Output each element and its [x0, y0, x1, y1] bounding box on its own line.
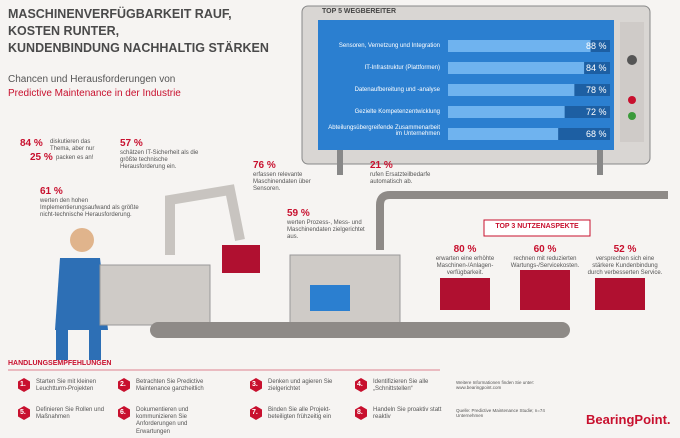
stat-text: schätzen IT-Sicherheit als die größte te… [120, 150, 199, 171]
bar-label: Gezielte Kompetenzentwicklung [354, 109, 440, 115]
benefit-value: 60 % [533, 244, 557, 255]
knob [627, 55, 637, 65]
info: Weitere Informationen finden Sie unter: … [456, 380, 535, 391]
top5-title: TOP 5 WEGBEREITER [322, 8, 397, 15]
rec-text: Definieren Sie Rollen und Maßnahmen [36, 407, 105, 421]
benefit-text: versprechen sich eine stärkere Kundenbin… [585, 256, 665, 278]
stat-text: rufen Ersatzteilbedarfe automatisch ab. [370, 172, 431, 186]
rec-number: 2. [120, 381, 126, 388]
display [310, 285, 350, 311]
benefit-value: 52 % [613, 244, 637, 255]
stat-text: erfassen relevante Maschinendaten über S… [253, 172, 311, 193]
rec-number: 5. [20, 409, 26, 416]
rec-text: Identifizieren Sie alle „Schnittstellen“ [373, 379, 429, 393]
rec-number: 1. [20, 381, 26, 388]
title: MASCHINENVERFÜGBARKEIT RAUF, [8, 7, 232, 21]
panel [620, 22, 644, 142]
title: KUNDENBINDUNG NACHHALTIG STÄRKEN [8, 41, 269, 55]
stat-value: 57 % [120, 138, 143, 149]
rec-number: 3. [252, 381, 258, 388]
bar-label: Abteilungsübergreifende Zusammenarbeit i… [328, 125, 440, 137]
badge [18, 406, 30, 420]
cable [337, 150, 603, 175]
knob [628, 96, 636, 104]
stat-value: 76 % [253, 160, 276, 171]
bar [448, 106, 565, 118]
subtitle-highlight: Predictive Maintenance in der Industrie [8, 88, 181, 99]
badge [118, 406, 130, 420]
badge [250, 378, 262, 392]
rec-text: Starten Sie mit kleinen Leuchtturm-Proje… [36, 379, 97, 393]
body [55, 258, 108, 330]
rec-text: Betrachten Sie Predictive Maintenance ga… [136, 379, 204, 393]
stat-text: packen es an! [56, 155, 94, 161]
rec-number: 8. [357, 409, 363, 416]
stat-value: 61 % [40, 186, 63, 197]
robot-arm [165, 184, 245, 255]
machine [99, 264, 211, 326]
bar-group [448, 40, 610, 140]
rec-number: 6. [120, 409, 126, 416]
badge [355, 406, 367, 420]
benefit-text: erwarten eine erhöhte Maschinen-/Anlagen… [425, 256, 505, 278]
badge-group [18, 378, 367, 420]
rec-title: HANDLUNGSEMPFEHLUNGEN [8, 360, 112, 367]
top3-title: TOP 3 NUTZENASPEKTE [495, 223, 579, 230]
badge [250, 406, 262, 420]
knob [628, 112, 636, 120]
badge [118, 378, 130, 392]
badge [355, 378, 367, 392]
stat-text: diskutieren das Thema, aber nur [50, 139, 95, 153]
bar-value: 72 % [586, 107, 607, 117]
bar-value: 88 % [586, 41, 607, 51]
rec-text: Denken und agieren Sie zielgerichtet [268, 379, 333, 393]
stat-value: 84 % [20, 138, 43, 149]
stat-value: 59 % [287, 208, 310, 219]
stat-value: 25 % [30, 152, 53, 163]
badge [18, 378, 30, 392]
bar [448, 128, 559, 140]
stat-value: 21 % [370, 160, 393, 171]
bar [448, 62, 585, 74]
logo: BearingPoint. [586, 412, 671, 427]
bar [448, 84, 575, 96]
conveyor [150, 322, 570, 338]
bar [448, 40, 591, 52]
bar-label: Datenaufbereitung und -analyse [354, 87, 440, 93]
stat-text: werten Prozess-, Mess- und Maschinendate… [287, 220, 365, 241]
rec-number: 4. [357, 381, 363, 388]
subtitle: Chancen und Herausforderungen von [8, 74, 176, 85]
bar-value: 68 % [586, 129, 607, 139]
title: KOSTEN RUNTER, [8, 24, 120, 38]
rec-text: Binden Sie alle Projekt-beteiligten früh… [268, 407, 332, 421]
bar-label: Sensoren, Vernetzung und Integration [338, 43, 440, 49]
benefit-text: rechnen mit reduzierten Wartungs-/Servic… [505, 256, 585, 271]
bar-label: IT-Infrastruktur (Plattformen) [364, 65, 440, 71]
legs [56, 330, 101, 360]
pipe [376, 191, 668, 250]
rec-text: Dokumentieren und kommunizieren Sie Anfo… [136, 407, 189, 435]
bar-value: 84 % [586, 63, 607, 73]
rec-number: 7. [252, 409, 258, 416]
stat-text: werten den hohen Implementierungsaufwand… [40, 198, 139, 219]
box [222, 245, 260, 273]
rec-text: Handeln Sie proaktiv statt reaktiv [373, 407, 442, 421]
benefit-value: 80 % [453, 244, 477, 255]
bar-value: 78 % [586, 85, 607, 95]
head [70, 228, 94, 252]
source: Quelle: Predictive Maintenance Studie; n… [456, 408, 545, 419]
top3-box [483, 219, 591, 237]
